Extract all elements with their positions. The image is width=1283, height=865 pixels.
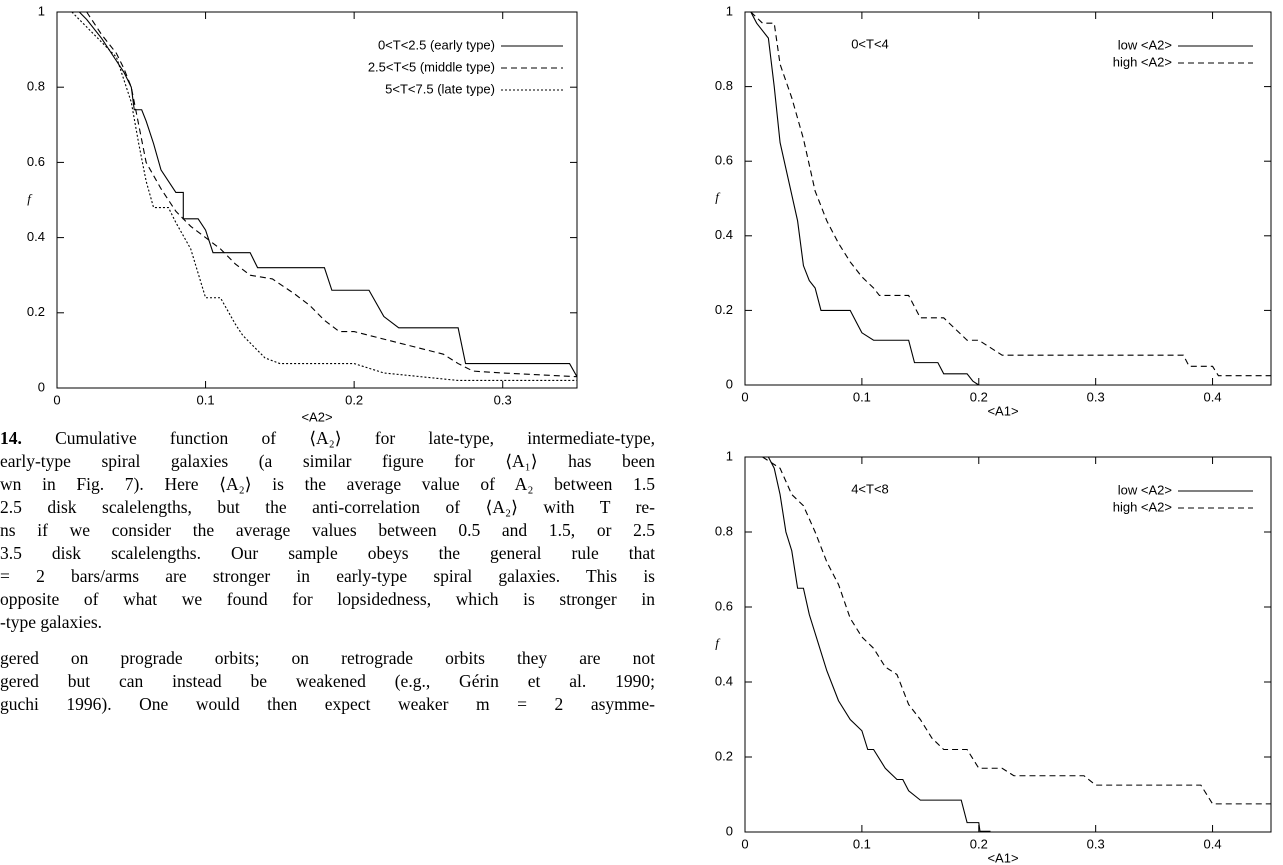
caption-line: 3.5 disk scalelengths. Our sample obeys … <box>0 543 655 563</box>
plot-frame <box>56 11 578 389</box>
x-tick-label: 0.4 <box>1204 389 1222 404</box>
y-tick-label: 0 <box>38 379 45 394</box>
y-tick-label: 0.4 <box>27 229 45 244</box>
x-axis-label: <A2> <box>301 409 332 424</box>
body-line: guchi 1996). One would then expect weake… <box>0 694 655 714</box>
x-tick-label: 0.4 <box>1204 836 1222 851</box>
body-line: gered on prograde orbits; on retrograde … <box>0 648 655 668</box>
y-tick-label: 1 <box>726 448 733 463</box>
caption-line: ns if we consider the average values bet… <box>0 520 655 540</box>
caption-text: Cumulative function of ⟨A₂⟩ for late-typ… <box>21 428 655 448</box>
y-tick-label: 0.2 <box>27 304 45 319</box>
body-text: gered on prograde orbits; on retrograde … <box>0 647 655 716</box>
series-line <box>71 11 577 382</box>
series-line <box>762 456 1271 805</box>
caption-line: 14. Cumulative function of ⟨A₂⟩ for late… <box>0 427 655 450</box>
legend-label: 5<T<7.5 (late type) <box>385 81 495 96</box>
x-axis-label: <A1> <box>987 850 1018 865</box>
y-axis-label: f <box>715 635 721 650</box>
x-tick-label: 0.3 <box>1087 836 1105 851</box>
x-tick-label: 0.2 <box>345 392 363 407</box>
legend-label: low <A2> <box>1118 482 1172 497</box>
x-tick-label: 0.1 <box>853 389 871 404</box>
legend-label: high <A2> <box>1113 499 1172 514</box>
y-tick-label: 0.6 <box>715 153 733 168</box>
body-line: gered but can instead be weakened (e.g.,… <box>0 671 655 691</box>
legend-label: low <A2> <box>1118 37 1172 52</box>
y-tick-label: 0.2 <box>715 748 733 763</box>
x-tick-label: 0 <box>741 389 748 404</box>
legend-label: 0<T<2.5 (early type) <box>378 37 495 52</box>
y-tick-label: 0.2 <box>715 302 733 317</box>
series-line <box>78 11 578 377</box>
y-tick-label: 0.8 <box>715 523 733 538</box>
y-tick-label: 0 <box>726 823 733 838</box>
y-tick-label: 0.4 <box>715 227 733 242</box>
panel-title: 0<T<4 <box>851 36 889 51</box>
series-line <box>750 11 1271 377</box>
panel-title: 4<T<8 <box>851 481 889 496</box>
x-tick-label: 0.1 <box>853 836 871 851</box>
legend-label: 2.5<T<5 (middle type) <box>368 59 495 74</box>
legend-label: high <A2> <box>1113 54 1172 69</box>
y-tick-label: 1 <box>38 3 45 18</box>
y-tick-label: 0.8 <box>715 78 733 93</box>
y-axis-label: f <box>27 191 33 206</box>
series-line <box>767 456 991 832</box>
caption-line: 2.5 disk scalelengths, but the anti-corr… <box>0 497 655 517</box>
x-tick-label: 0 <box>741 836 748 851</box>
caption-line: = 2 bars/arms are stronger in early-type… <box>0 566 655 586</box>
x-tick-label: 0 <box>53 392 60 407</box>
x-tick-label: 0.2 <box>970 389 988 404</box>
series-line <box>86 11 578 378</box>
caption-label: 14. <box>0 428 22 448</box>
x-tick-label: 0.1 <box>197 392 215 407</box>
y-tick-label: 0.8 <box>27 79 45 94</box>
caption-line: early-type spiral galaxies (a similar fi… <box>0 451 655 471</box>
plot-frame <box>744 11 1272 386</box>
y-tick-label: 0.6 <box>715 598 733 613</box>
y-tick-label: 0.6 <box>27 154 45 169</box>
plot-frame <box>744 456 1272 833</box>
y-tick-label: 0.4 <box>715 673 733 688</box>
x-tick-label: 0.3 <box>494 392 512 407</box>
caption-line: -type galaxies. <box>0 612 103 632</box>
y-tick-label: 0 <box>726 376 733 391</box>
caption-line: wn in Fig. 7). Here ⟨A₂⟩ is the average … <box>0 474 655 494</box>
caption: 14. Cumulative function of ⟨A₂⟩ for late… <box>0 427 655 634</box>
y-tick-label: 1 <box>726 3 733 18</box>
x-axis-label: <A1> <box>987 403 1018 418</box>
x-tick-label: 0.3 <box>1087 389 1105 404</box>
series-line <box>750 11 980 386</box>
caption-line: opposite of what we found for lopsidedne… <box>0 589 655 609</box>
x-tick-label: 0.2 <box>970 836 988 851</box>
y-axis-label: f <box>715 189 721 204</box>
